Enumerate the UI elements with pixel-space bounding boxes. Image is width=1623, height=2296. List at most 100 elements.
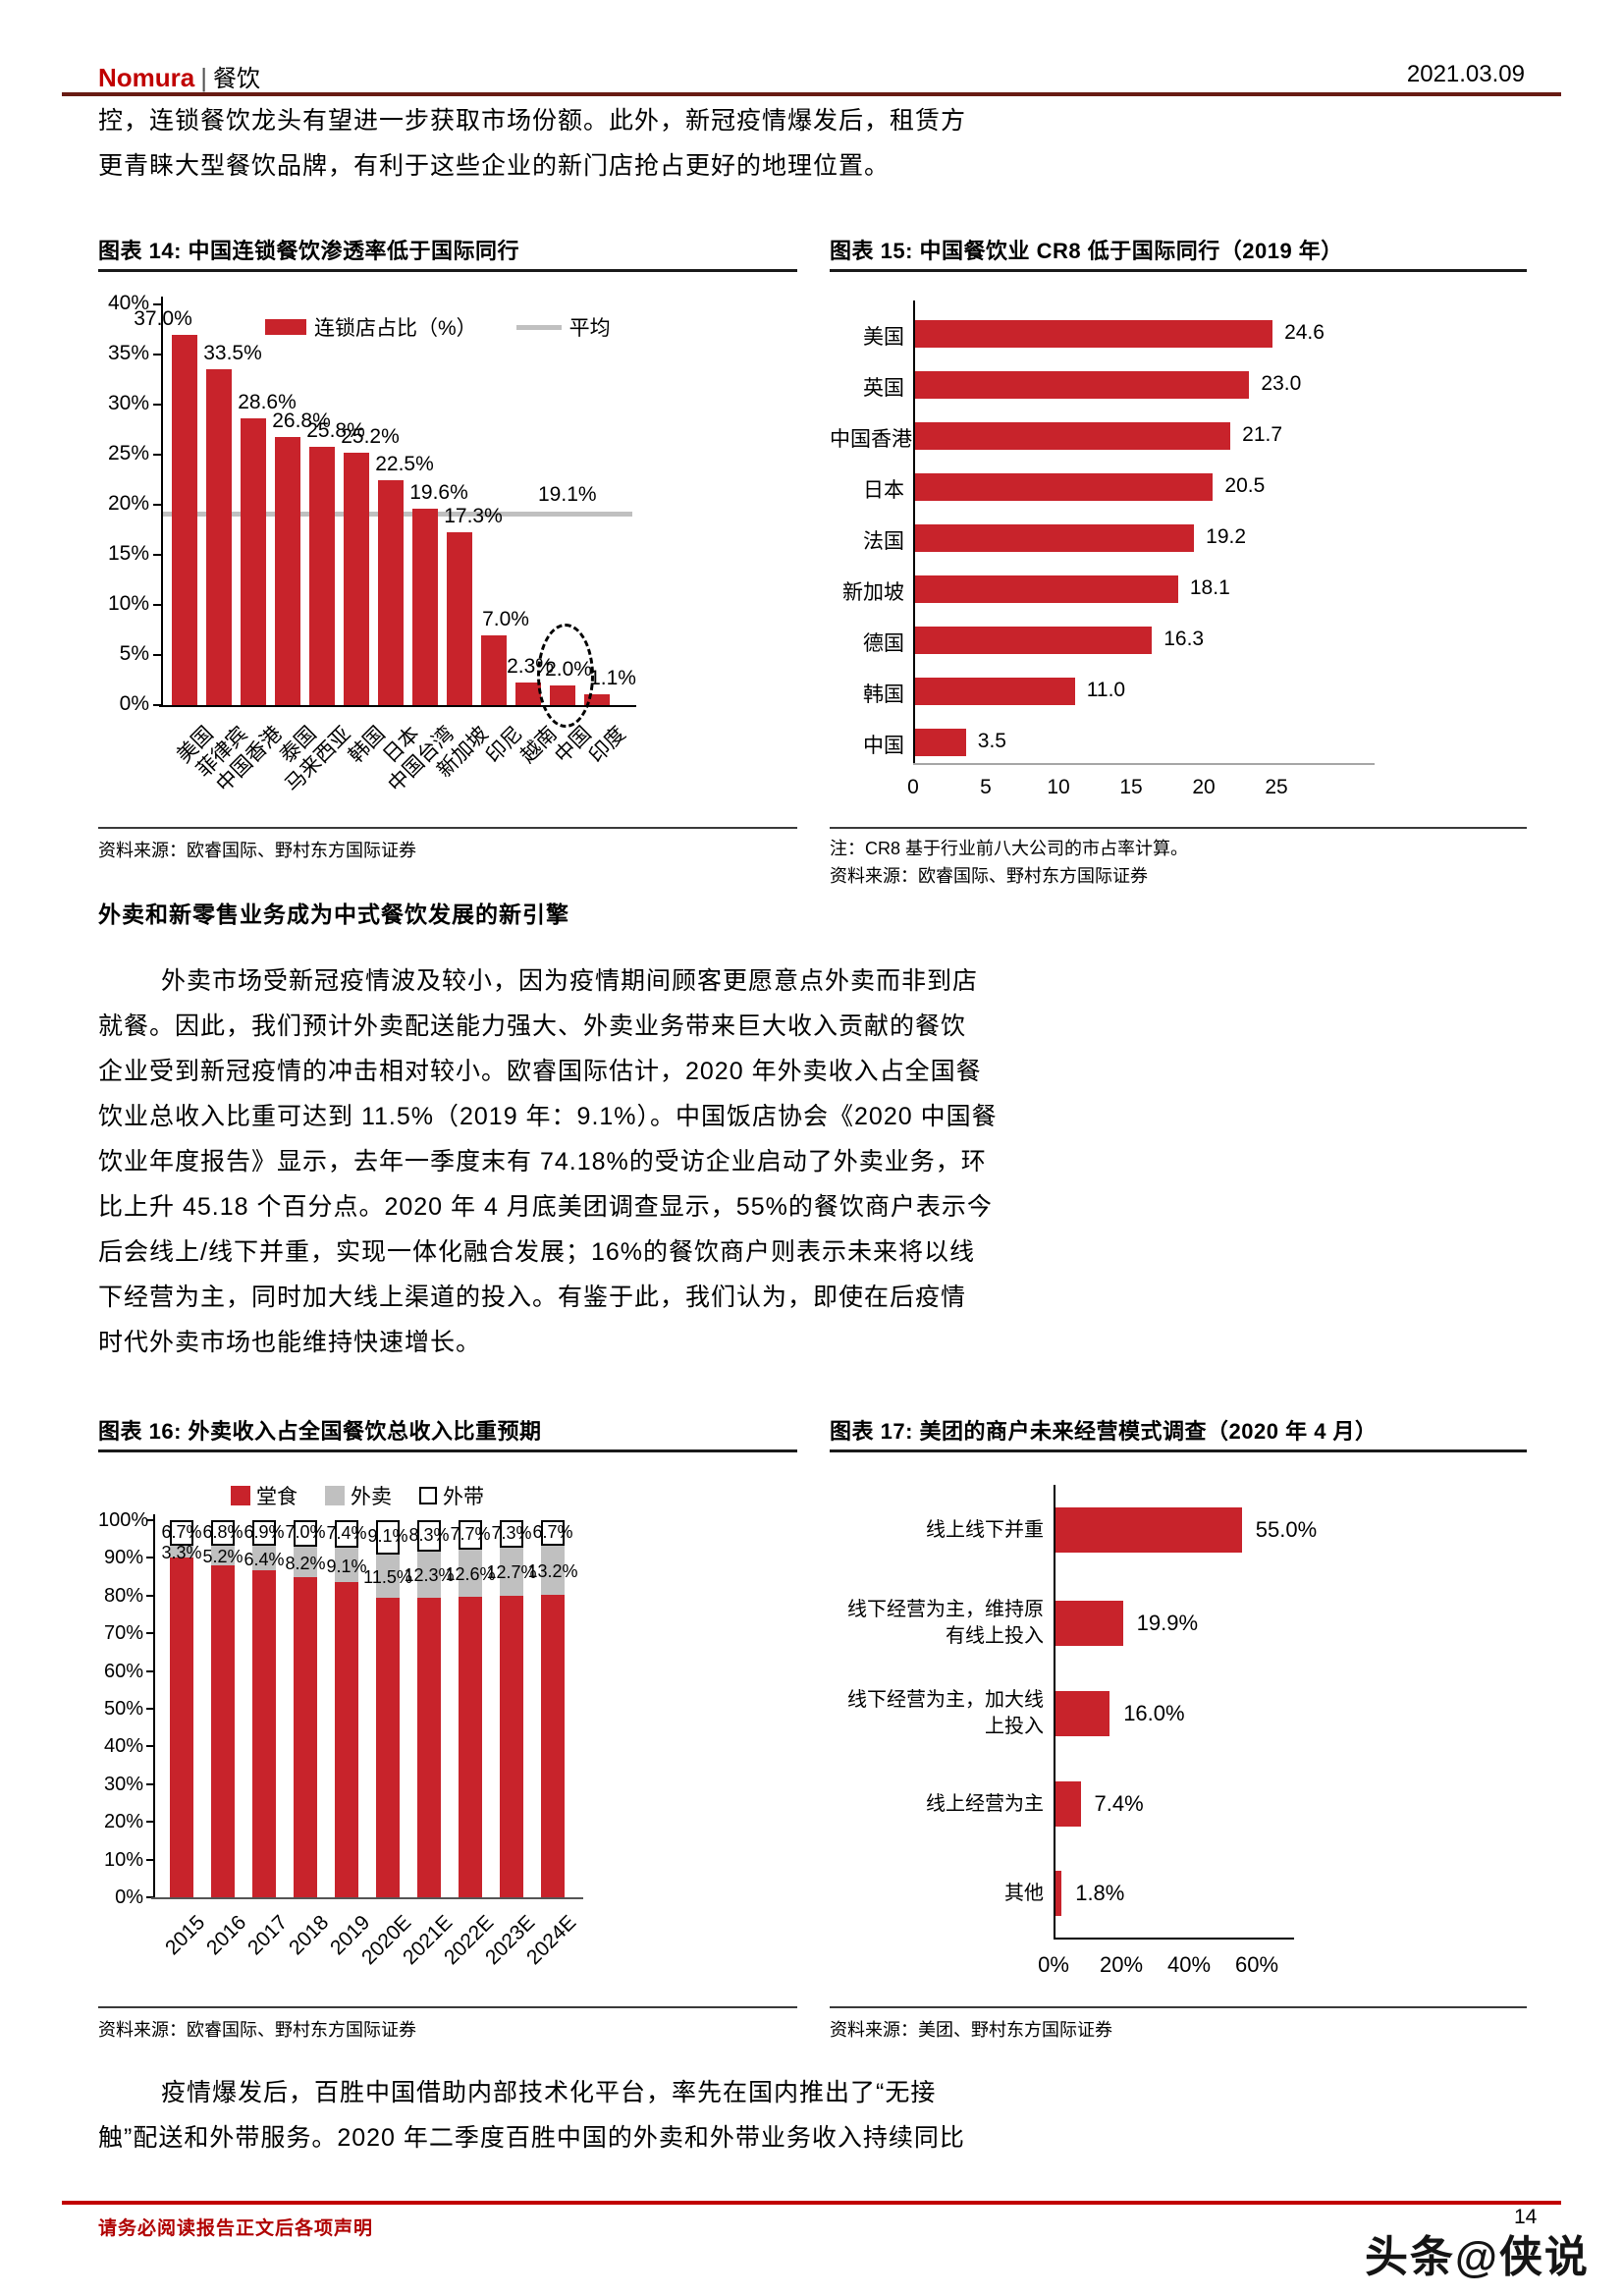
delivery-value-label: 6.4%	[243, 1549, 285, 1569]
bar-value-label: 19.2	[1206, 525, 1247, 548]
y-axis-tick-label: 40%	[107, 292, 149, 314]
paragraph-line: 下经营为主，同时加大线上渠道的投入。有鉴于此，我们认为，即使在后疫情	[98, 1284, 967, 1311]
bar	[915, 473, 1214, 501]
category-label: 其他	[1004, 1882, 1044, 1904]
y-axis-tick-mark	[146, 1557, 153, 1559]
x-axis-tick-label: 60%	[1234, 1952, 1279, 1977]
paragraph-line: 饮业总收入比重可达到 11.5%（2019 年：9.1%）。中国饭店协会《202…	[98, 1103, 998, 1130]
figure-15-chart: 美国 24.6 英国 23.0 中国香港 21.7 日本 20.5 法国 19.2 新加坡 18.1 德…	[830, 283, 1527, 823]
legend-swatch-delivery	[325, 1486, 345, 1505]
y-axis-tick-label: 20%	[103, 1811, 143, 1833]
bar-value-label: 23.0	[1261, 372, 1302, 395]
bar	[915, 729, 966, 756]
bar-segment-dine-in	[459, 1596, 482, 1897]
bar-value-label: 33.5%	[203, 342, 262, 365]
x-axis-tick-label: 25	[1265, 776, 1288, 798]
bar-segment-delivery	[541, 1545, 565, 1596]
closing-paragraph: 疫情爆发后，百胜中国借助内部技术化平台，率先在国内推出了“无接触”配送和外带服务…	[98, 2070, 965, 2160]
x-axis-tick-label: 40%	[1166, 1952, 1212, 1977]
report-header: Nomura | 餐饮	[98, 59, 260, 93]
y-axis-tick-label: 80%	[103, 1584, 143, 1607]
y-axis-tick-label: 50%	[103, 1698, 143, 1720]
figure-14-source: 资料来源：欧睿国际、野村东方国际证券	[98, 841, 416, 860]
bar	[515, 682, 541, 705]
bar	[1055, 1781, 1081, 1827]
paragraph-line: 触”配送和外带服务。2020 年二季度百胜中国的外卖和外带业务收入持续同比	[98, 2124, 965, 2152]
figure-15-source-rule	[830, 827, 1527, 829]
figure-14-source-rule	[98, 827, 797, 829]
figure-17: 图表 17: 美团的商户未来经营模式调查（2020 年 4 月） 线上线下并重 5…	[830, 1414, 1527, 2062]
x-axis-tick-label: 0%	[1038, 1952, 1069, 1977]
bar	[915, 575, 1178, 603]
delivery-value-label: 9.1%	[326, 1556, 367, 1576]
bar	[1055, 1507, 1242, 1553]
bar-value-label: 7.4%	[1094, 1791, 1144, 1816]
bar	[1055, 1691, 1110, 1736]
footer-rule	[62, 2201, 1561, 2205]
legend-label-average: 平均	[568, 317, 611, 340]
figure-14: 图表 14: 中国连锁餐饮渗透率低于国际同行 0% 5% 10% 15% 20% 25% 3…	[98, 234, 797, 902]
legend-swatch-bar	[265, 319, 306, 335]
bar-segment-takeaway	[335, 1520, 358, 1549]
delivery-value-label: 3.3%	[161, 1543, 202, 1563]
y-axis-tick-mark	[146, 1519, 153, 1521]
bar-segment-takeaway	[376, 1520, 400, 1555]
paragraph-line: 就餐。因此，我们预计外卖配送能力强大、外卖业务带来巨大收入贡献的餐饮	[98, 1012, 967, 1040]
category-label: 线下经营为主，加大线上投入	[847, 1689, 1044, 1737]
y-axis-tick-label: 10%	[107, 592, 149, 615]
figure-15: 图表 15: 中国餐饮业 CR8 低于国际同行（2019 年） 美国 24.6 英国…	[830, 234, 1527, 902]
bar-segment-dine-in	[417, 1598, 441, 1897]
bar-value-label: 21.7	[1242, 423, 1283, 446]
bar	[915, 678, 1075, 705]
category-label: 日本	[863, 479, 904, 502]
bar-value-label: 24.6	[1284, 321, 1325, 344]
bar-segment-takeaway	[294, 1520, 317, 1547]
y-axis-tick-mark	[153, 554, 161, 556]
y-axis-tick-mark	[153, 404, 161, 406]
section-heading: 外卖和新零售业务成为中式餐饮发展的新引擎	[98, 902, 569, 927]
category-label: 新加坡	[842, 581, 904, 604]
x-axis-tick-label: 0	[907, 776, 919, 798]
takeaway-value-label: 7.3%	[491, 1523, 532, 1544]
bar-segment-takeaway	[500, 1520, 523, 1549]
bar	[481, 634, 507, 705]
bar	[915, 422, 1231, 450]
y-axis-tick-mark	[146, 1708, 153, 1710]
figure-17-source-rule	[830, 2006, 1527, 2008]
bar-value-label: 19.9%	[1136, 1611, 1199, 1635]
bar-value-label: 26.8%	[272, 409, 331, 432]
bar	[915, 524, 1195, 552]
x-axis-tick-label: 15	[1119, 776, 1143, 798]
bar-value-label: 17.3%	[444, 504, 503, 527]
x-axis-tick-label: 10	[1047, 776, 1070, 798]
x-axis-line	[159, 705, 636, 707]
y-axis-tick-mark	[146, 1594, 153, 1597]
report-date: 2021.03.09	[1406, 61, 1525, 87]
y-axis-tick-label: 25%	[107, 442, 149, 465]
bar-value-label: 55.0%	[1255, 1517, 1318, 1542]
y-axis-tick-label: 35%	[107, 342, 149, 364]
brand-logo: Nomura	[98, 63, 195, 92]
y-axis-tick-label: 10%	[103, 1848, 143, 1871]
y-axis-line	[1054, 1485, 1055, 1939]
bar-value-label: 22.5%	[375, 452, 434, 475]
bar-segment-dine-in	[252, 1570, 276, 1897]
delivery-value-label: 5.2%	[202, 1547, 243, 1567]
bar-segment-dine-in	[294, 1577, 317, 1897]
bar-segment-takeaway	[252, 1520, 276, 1547]
legend-label-delivery: 外卖	[351, 1486, 392, 1508]
y-axis-tick-mark	[153, 303, 161, 305]
category-label: 线上线下并重	[926, 1518, 1044, 1541]
takeaway-value-label: 7.0%	[285, 1522, 326, 1543]
x-axis-tick-label: 20	[1192, 776, 1216, 798]
y-axis-tick-label: 40%	[103, 1735, 143, 1758]
bar-value-label: 3.5	[977, 730, 1006, 752]
bar	[915, 320, 1273, 348]
y-axis-line	[161, 297, 163, 707]
bar	[447, 531, 472, 705]
legend-swatch-takeaway	[419, 1487, 437, 1504]
paragraph-line: 疫情爆发后，百胜中国借助内部技术化平台，率先在国内推出了“无接	[161, 2079, 937, 2106]
legend-swatch-dine-in	[231, 1486, 250, 1505]
takeaway-value-label: 7.4%	[326, 1523, 367, 1544]
